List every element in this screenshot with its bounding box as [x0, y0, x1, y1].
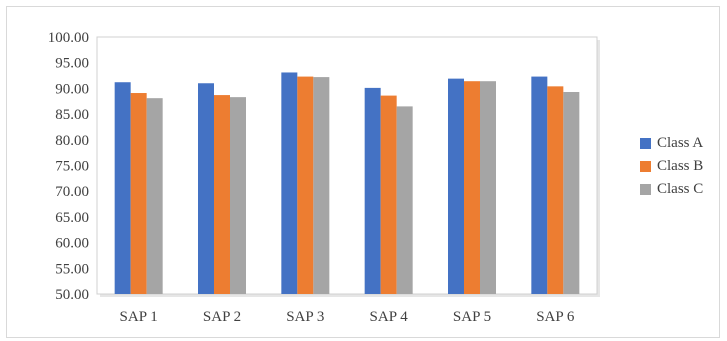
y-axis-ticks: 100.00 95.00 90.00 85.00 80.00 75.00 70.00 65.0…	[48, 30, 89, 303]
legend-item-class-a: Class A	[640, 132, 720, 154]
legend-label: Class B	[657, 157, 704, 174]
x-tick-label: SAP 5	[453, 309, 491, 325]
bar-class-b-sap-6	[547, 86, 564, 295]
x-tick-label: SAP 3	[286, 309, 324, 325]
plot-area	[96, 36, 598, 295]
y-tick-label: 65.00	[55, 210, 89, 226]
legend: Class A Class B Class C	[640, 132, 720, 201]
x-tick-label: SAP 6	[536, 309, 575, 325]
y-tick-label: 100.00	[48, 30, 89, 46]
bar-class-b-sap-3	[297, 76, 314, 294]
legend-swatch	[640, 137, 651, 149]
y-tick-label: 90.00	[55, 81, 89, 97]
bar-class-a-sap-4	[364, 87, 381, 294]
legend-label: Class C	[657, 180, 704, 197]
bar-class-c-sap-5	[480, 81, 496, 294]
plot-area-rect	[96, 36, 598, 295]
legend-item-class-b: Class B	[640, 155, 720, 177]
legend-swatch	[640, 183, 651, 195]
bar-class-c-sap-4	[396, 106, 413, 294]
x-tick-label: SAP 2	[203, 309, 241, 325]
y-tick-label: 55.00	[55, 261, 89, 277]
y-tick-label: 50.00	[55, 287, 89, 303]
legend-label: Class A	[657, 134, 704, 151]
y-tick-label: 60.00	[55, 236, 89, 252]
bars-group	[114, 72, 580, 295]
bar-class-c-sap-2	[230, 97, 246, 294]
bar-class-c-sap-3	[313, 77, 330, 294]
bar-class-a-sap-3	[281, 72, 298, 294]
bar-class-a-sap-2	[198, 83, 214, 294]
bar-class-b-sap-2	[214, 95, 230, 294]
legend-swatch	[640, 160, 651, 172]
bar-class-a-sap-5	[448, 78, 464, 294]
bar-class-b-sap-4	[380, 95, 397, 294]
bar-class-a-sap-1	[114, 82, 131, 295]
bar-class-a-sap-6	[531, 76, 548, 294]
bar-class-b-sap-5	[464, 81, 480, 294]
y-tick-label: 70.00	[55, 184, 89, 200]
x-tick-label: SAP 4	[370, 309, 409, 325]
y-tick-label: 95.00	[55, 56, 89, 72]
x-tick-label: SAP 1	[120, 309, 158, 325]
bar-class-c-sap-6	[563, 91, 580, 294]
bar-class-b-sap-1	[130, 93, 147, 294]
bar-class-c-sap-1	[146, 98, 163, 294]
x-axis-ticks: SAP 1 SAP 2 SAP 3 SAP 4 SAP 5 SAP 6	[120, 309, 575, 325]
y-tick-label: 75.00	[55, 159, 89, 175]
legend-item-class-c: Class C	[640, 178, 720, 200]
y-tick-label: 85.00	[55, 107, 89, 123]
y-tick-label: 80.00	[55, 133, 89, 149]
